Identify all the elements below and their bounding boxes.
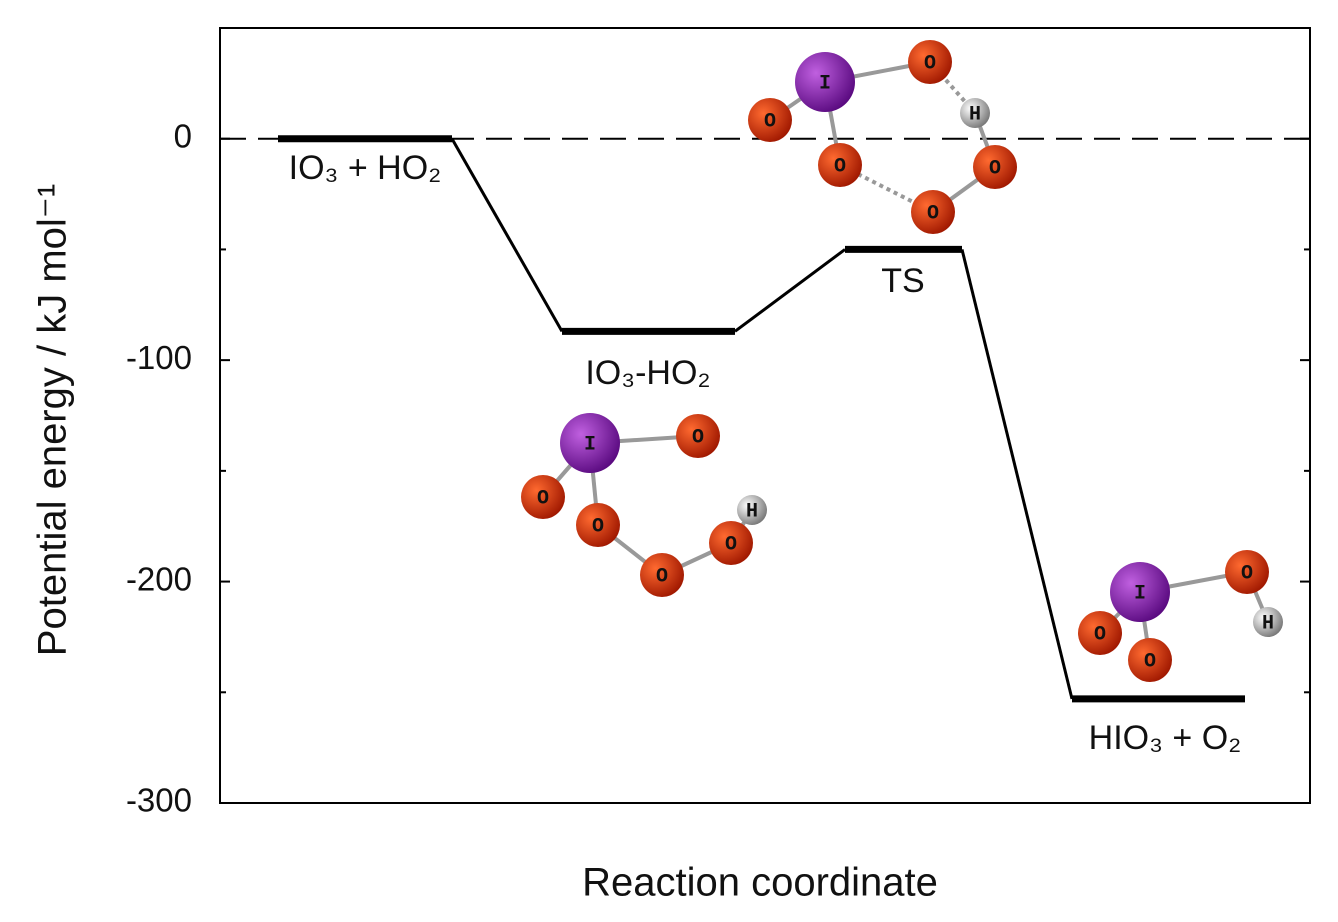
connector <box>734 248 846 333</box>
atom-label: I <box>1134 582 1146 605</box>
atom-label: O <box>592 515 604 538</box>
atom-label: H <box>746 500 758 523</box>
y-tick-label: -300 <box>126 782 192 819</box>
atom <box>709 521 753 565</box>
atom <box>1078 611 1122 655</box>
x-axis-label: Reaction coordinate <box>582 861 938 905</box>
plot-frame <box>219 27 1311 804</box>
y-tick-label: 0 <box>174 117 192 154</box>
atom-label: I <box>819 72 831 95</box>
atom <box>560 413 620 473</box>
y-axis-label: Potential energy / kJ mol⁻¹ <box>31 184 75 656</box>
atom-label: O <box>834 155 846 178</box>
atom <box>576 503 620 547</box>
atom-label: H <box>1262 612 1274 635</box>
atom-label: O <box>1094 623 1106 646</box>
atom <box>973 145 1017 189</box>
atom <box>737 495 767 525</box>
y-tick-label: -200 <box>126 560 192 597</box>
connector <box>450 137 564 333</box>
atom-label: I <box>584 433 596 456</box>
level-label: TS <box>881 262 924 300</box>
level-label: HIO₃ + O₂ <box>1089 719 1242 757</box>
atom <box>521 475 565 519</box>
atom-label: O <box>927 202 939 225</box>
atom-label: O <box>1241 562 1253 585</box>
atom <box>748 98 792 142</box>
atom <box>640 553 684 597</box>
atom-label: O <box>656 565 668 588</box>
atom-label: O <box>924 52 936 75</box>
level-label: IO₃ + HO₂ <box>289 149 442 187</box>
atom <box>795 52 855 112</box>
atom <box>908 40 952 84</box>
atom <box>1128 638 1172 682</box>
atom <box>911 190 955 234</box>
atom <box>1253 607 1283 637</box>
atom-label: O <box>989 157 1001 180</box>
connector <box>960 249 1074 700</box>
atom-label: O <box>764 110 776 133</box>
y-tick-label: -100 <box>126 339 192 376</box>
atom <box>818 143 862 187</box>
atom <box>960 98 990 128</box>
atom-label: O <box>1144 650 1156 673</box>
atom-label: O <box>692 426 704 449</box>
atom-label: O <box>725 533 737 556</box>
atom <box>676 414 720 458</box>
atom-label: H <box>969 103 981 126</box>
atom <box>1110 562 1170 622</box>
level-label: IO₃-HO₂ <box>585 354 710 392</box>
atom-label: O <box>537 487 549 510</box>
atom <box>1225 550 1269 594</box>
